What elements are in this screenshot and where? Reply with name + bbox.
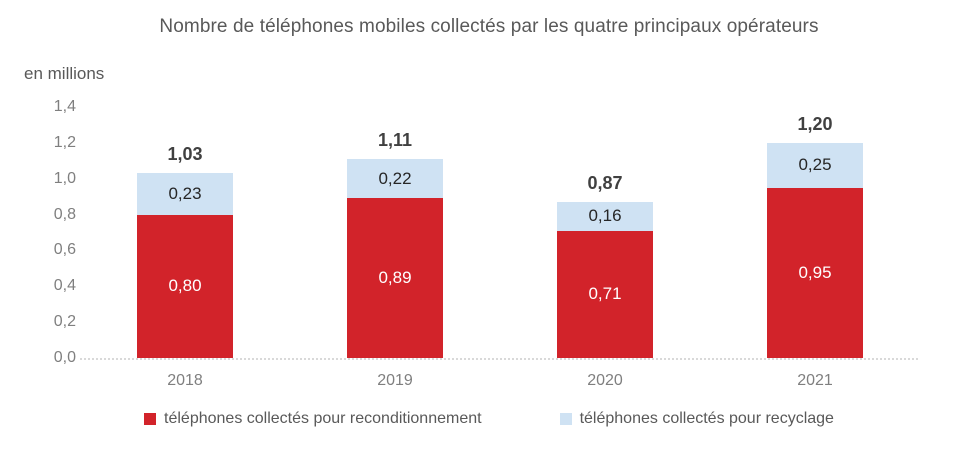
bar-segment-recyclage[interactable] bbox=[767, 142, 863, 188]
bar-column[interactable]: 0,71 0,16 0,87 2020 bbox=[557, 0, 653, 462]
bar-total-label: 0,87 bbox=[587, 173, 623, 194]
bar-value-label-recyclage: 0,22 bbox=[378, 168, 412, 188]
y-axis-tick-label: 0,0 bbox=[53, 349, 76, 366]
bar-value-label-reconditionnement: 0,71 bbox=[588, 284, 622, 304]
bar-column[interactable]: 0,80 0,23 1,03 2018 bbox=[137, 0, 233, 462]
bar-value-label-recyclage: 0,25 bbox=[798, 155, 832, 175]
bar-segment-recyclage[interactable] bbox=[347, 158, 443, 199]
x-axis-line bbox=[80, 358, 918, 360]
bar-value-label-reconditionnement: 0,89 bbox=[378, 268, 412, 288]
y-axis-tick-label: 1,0 bbox=[53, 169, 76, 187]
chart-title: Nombre de téléphones mobiles collectés p… bbox=[159, 16, 819, 37]
y-axis-tick-label: 0,6 bbox=[53, 241, 76, 259]
legend-item[interactable]: téléphones collectés pour reconditionnem… bbox=[144, 410, 482, 428]
bar-column[interactable]: 0,89 0,22 1,11 2019 bbox=[347, 0, 443, 462]
bar-column[interactable]: 0,95 0,25 1,20 2021 bbox=[767, 0, 863, 462]
y-axis-tick-label: 0,8 bbox=[53, 205, 76, 223]
x-axis-tick-label: 2021 bbox=[797, 372, 833, 389]
legend-swatch-icon bbox=[144, 413, 157, 425]
chart-legend: téléphones collectés pour reconditionnem… bbox=[0, 410, 978, 428]
bar-value-label-recyclage: 0,16 bbox=[588, 206, 622, 226]
bar-segment-reconditionnement[interactable] bbox=[557, 230, 653, 358]
x-axis-tick-label: 2019 bbox=[377, 372, 413, 389]
bar-total-label: 1,20 bbox=[797, 113, 833, 134]
legend-swatch-icon bbox=[559, 413, 572, 425]
y-axis-tick-label: 1,4 bbox=[53, 98, 76, 115]
axis-unit-caption: en millions bbox=[24, 64, 105, 83]
x-axis-tick-label: 2020 bbox=[587, 372, 623, 389]
bar-segment-recyclage[interactable] bbox=[137, 173, 233, 215]
y-axis-tick-label: 0,2 bbox=[53, 313, 76, 331]
legend-item[interactable]: téléphones collectés pour recyclage bbox=[559, 410, 834, 428]
legend-item-label: téléphones collectés pour recyclage bbox=[579, 410, 834, 427]
bar-segment-reconditionnement[interactable] bbox=[137, 214, 233, 358]
bar-total-label: 1,11 bbox=[377, 129, 413, 150]
legend-item-label: téléphones collectés pour reconditionnem… bbox=[164, 410, 482, 427]
bar-value-label-recyclage: 0,23 bbox=[168, 183, 202, 203]
x-axis-tick-label: 2018 bbox=[167, 372, 203, 389]
bar-segment-reconditionnement[interactable] bbox=[767, 187, 863, 358]
bar-value-label-reconditionnement: 0,95 bbox=[798, 262, 832, 282]
bar-total-label: 1,03 bbox=[167, 144, 203, 165]
bar-segment-reconditionnement[interactable] bbox=[347, 198, 443, 358]
y-axis-tick-label: 0,4 bbox=[53, 277, 76, 295]
y-axis-tick-label: 1,2 bbox=[53, 133, 76, 151]
bar-value-label-reconditionnement: 0,80 bbox=[168, 276, 202, 296]
bar-segment-recyclage[interactable] bbox=[557, 202, 653, 231]
